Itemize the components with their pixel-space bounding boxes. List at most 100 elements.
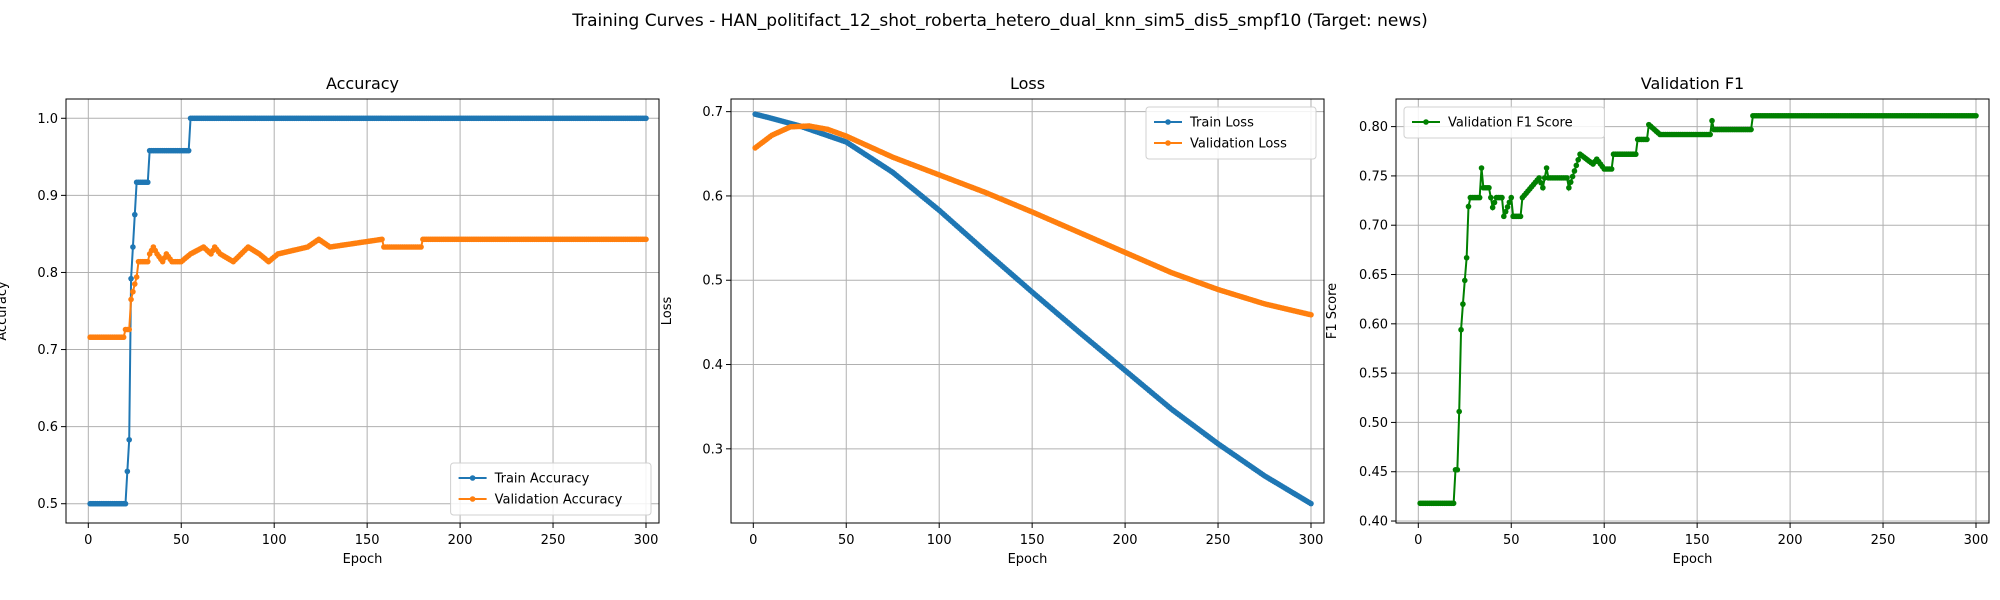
x-tick-label: 250 (1871, 533, 1896, 548)
series-markers-1 (752, 111, 1314, 507)
data-point (124, 468, 131, 475)
series-markers-1 (1417, 112, 1979, 507)
legend-box (1145, 106, 1317, 160)
data-point (418, 244, 424, 250)
data-point (126, 326, 132, 333)
axes-frame (1395, 98, 1990, 524)
chart-title: Accuracy (326, 74, 399, 93)
data-point (1454, 466, 1461, 473)
legend-swatch-marker (469, 496, 476, 502)
data-point (1644, 136, 1650, 143)
x-tick-label: 150 (1685, 533, 1710, 548)
legend-label: Validation F1 Score (1448, 116, 1573, 131)
y-tick-label: 0.55 (1359, 367, 1388, 382)
x-tick-label: 50 (838, 533, 855, 548)
data-point (1707, 131, 1713, 138)
data-point (1456, 408, 1462, 415)
data-point (379, 236, 385, 243)
data-point (1458, 326, 1464, 333)
data-point (1308, 500, 1314, 507)
chart-title: Loss (1010, 74, 1045, 93)
y-tick-label: 0.9 (37, 189, 58, 204)
legend-label: Validation Loss (1190, 137, 1287, 152)
y-axis-label: Accuracy (0, 281, 10, 341)
legend-label: Train Loss (1189, 116, 1254, 131)
chart-panel-1: 0 50 100 150 200 250 300 0.5 0.6 0.7 0.8 0.9 1.0 Accu… (0, 74, 660, 567)
legend-box (450, 462, 652, 516)
axes-frame (65, 98, 660, 524)
x-tick-label: 0 (84, 533, 92, 548)
data-point (1608, 166, 1615, 172)
y-axis-label: F1 Score (1325, 283, 1340, 339)
data-point (1460, 301, 1466, 307)
series-line-1 (754, 113, 1312, 505)
series-markers-2 (87, 236, 649, 341)
x-axis-label: Epoch (343, 552, 383, 567)
x-tick-label: 300 (1299, 533, 1324, 548)
data-point (130, 288, 136, 295)
data-point (122, 500, 129, 507)
data-point (1504, 204, 1511, 210)
data-point (120, 334, 127, 341)
legend: Train Accuracy Validation Accuracy (450, 462, 652, 516)
data-point (1540, 184, 1546, 191)
data-point (1517, 213, 1524, 220)
data-point (1489, 204, 1496, 211)
series-line-2 (90, 238, 646, 339)
chart-title: Validation F1 (1641, 74, 1744, 93)
data-point (1465, 203, 1472, 210)
data-point (1508, 194, 1515, 201)
data-point (1502, 208, 1509, 215)
y-tick-label: 0.7 (37, 343, 58, 358)
series-markers-2 (752, 123, 1314, 318)
data-point (1450, 500, 1457, 507)
y-tick-label: 0.45 (1359, 465, 1388, 480)
data-point (1569, 173, 1576, 180)
y-tick-label: 0.5 (37, 497, 58, 512)
chart-panel-3: 0 50 100 150 200 250 300 0.40 0.45 0.50 0.55 0.60 0.… (1325, 74, 1990, 567)
data-point (1709, 117, 1715, 124)
y-tick-label: 0.4 (702, 358, 723, 373)
data-point (1486, 184, 1492, 191)
series-line-1 (1420, 114, 1976, 505)
x-tick-label: 0 (1414, 533, 1422, 548)
y-tick-label: 0.50 (1359, 416, 1388, 431)
data-point (1567, 179, 1574, 185)
data-point (1501, 213, 1507, 220)
data-point (1973, 112, 1979, 119)
legend-swatch-marker (1165, 119, 1171, 125)
data-point (1748, 126, 1754, 133)
data-point (1564, 175, 1570, 181)
data-point (144, 179, 151, 186)
figure-suptitle: Training Curves - HAN_politifact_12_shot… (571, 11, 1428, 31)
x-tick-label: 50 (1503, 533, 1520, 548)
x-tick-label: 100 (1592, 533, 1617, 548)
y-axis-label: Loss (660, 297, 675, 326)
x-tick-label: 150 (355, 533, 380, 548)
legend-label: Train Accuracy (494, 472, 590, 487)
y-tick-label: 0.6 (37, 420, 58, 435)
legend: Train Loss Validation Loss (1145, 106, 1317, 160)
data-point (1461, 277, 1468, 284)
x-tick-label: 200 (1113, 533, 1138, 548)
data-point (1633, 151, 1639, 158)
data-point (643, 236, 649, 243)
x-tick-label: 250 (541, 533, 566, 548)
data-point (1478, 165, 1485, 171)
data-point (1506, 199, 1513, 206)
legend-box (1403, 106, 1605, 139)
y-tick-label: 0.8 (37, 266, 58, 281)
data-point (643, 115, 649, 122)
data-point (1573, 162, 1580, 169)
y-tick-label: 0.5 (702, 274, 723, 289)
data-point (1476, 194, 1483, 201)
chart-panel-2: 0 50 100 150 200 250 300 0.3 0.4 0.5 0.6 0.7 Loss Epo… (660, 74, 1325, 567)
y-tick-label: 0.40 (1359, 515, 1388, 530)
y-tick-label: 0.3 (702, 442, 723, 457)
data-point (128, 296, 134, 303)
x-axis-label: Epoch (1673, 552, 1713, 567)
data-point (1566, 184, 1572, 191)
legend-label: Validation Accuracy (495, 493, 623, 508)
x-tick-label: 200 (1778, 533, 1803, 548)
